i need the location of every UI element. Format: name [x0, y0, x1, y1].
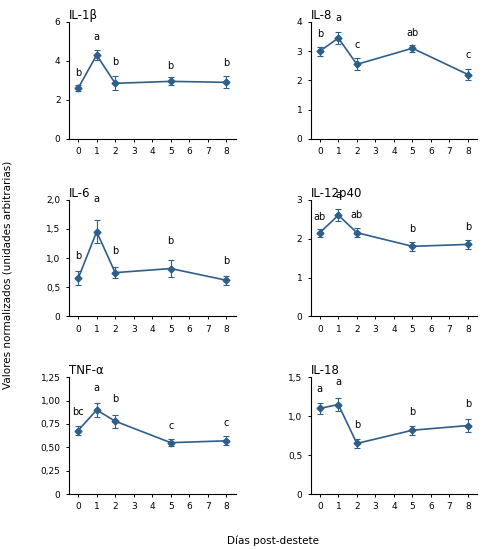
Text: b: b: [317, 30, 323, 40]
Text: b: b: [75, 69, 81, 79]
Text: b: b: [168, 236, 174, 247]
Text: b: b: [75, 251, 81, 261]
Text: Días post-destete: Días post-destete: [227, 536, 319, 546]
Text: a: a: [336, 377, 341, 388]
Text: c: c: [354, 40, 360, 50]
Text: b: b: [354, 420, 360, 430]
Text: a: a: [93, 194, 100, 204]
Text: b: b: [465, 222, 471, 232]
Text: c: c: [168, 422, 173, 432]
Text: ab: ab: [406, 29, 419, 38]
Text: Valores normalizados (unidades arbitrarias): Valores normalizados (unidades arbitrari…: [2, 160, 12, 389]
Text: ab: ab: [351, 210, 363, 220]
Text: b: b: [409, 224, 416, 234]
Text: TNF-α: TNF-α: [69, 364, 104, 377]
Text: b: b: [465, 399, 471, 409]
Text: a: a: [93, 383, 100, 393]
Text: a: a: [93, 32, 100, 42]
Text: IL-18: IL-18: [310, 364, 339, 377]
Text: b: b: [409, 407, 416, 417]
Text: b: b: [223, 256, 229, 266]
Text: b: b: [112, 247, 118, 256]
Text: b: b: [112, 394, 118, 405]
Text: c: c: [465, 50, 471, 60]
Text: ab: ab: [314, 212, 326, 222]
Text: a: a: [317, 384, 323, 394]
Text: IL-12p40: IL-12p40: [310, 187, 362, 200]
Text: b: b: [223, 58, 229, 68]
Text: a: a: [336, 13, 341, 24]
Text: b: b: [112, 57, 118, 67]
Text: a: a: [336, 191, 341, 200]
Text: IL-1β: IL-1β: [69, 9, 98, 22]
Text: bc: bc: [72, 407, 84, 417]
Text: c: c: [223, 418, 229, 428]
Text: b: b: [168, 60, 174, 71]
Text: IL-8: IL-8: [310, 9, 332, 22]
Text: IL-6: IL-6: [69, 187, 91, 200]
